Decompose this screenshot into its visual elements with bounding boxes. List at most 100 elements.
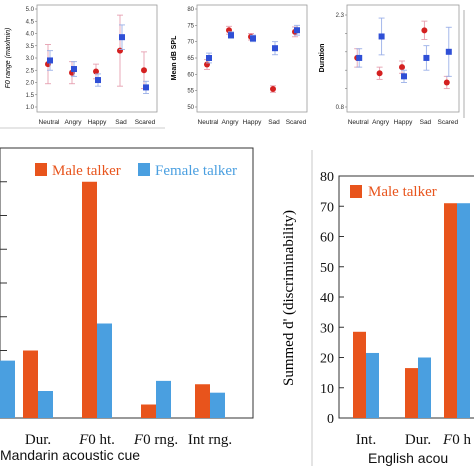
data-point-square — [378, 33, 385, 40]
x-tick-label: Int. — [356, 432, 376, 448]
y-axis-label: Duration — [319, 44, 326, 73]
x-tick-label: Dur. — [405, 432, 431, 448]
bar — [195, 384, 210, 418]
y-tick-label: 65 — [187, 56, 194, 62]
x-tick-label: Sad — [420, 119, 432, 126]
bar — [444, 203, 457, 418]
x-tick-label: Angry — [65, 119, 83, 126]
data-point-circle — [270, 86, 276, 93]
legend-label-male: Male talker — [368, 184, 437, 200]
y-tick-label: 4.5 — [26, 19, 35, 25]
bar — [0, 360, 15, 418]
top-chart-f0-range: F0 range (maxlmin) 1.0 1.5 2.0 2.5 3.0 3.5 4.0… — [5, 4, 158, 126]
y-tick-label: 60 — [320, 231, 334, 246]
data-point-circle — [421, 27, 428, 34]
x-axis-label: Mandarin acoustic cue — [0, 447, 140, 463]
x-tick-label: Angry — [372, 119, 390, 126]
top-chart-duration: Duration 0.8 2.3 Neutral Angry Happy Sad Scar… — [319, 4, 460, 126]
legend-swatch-female — [138, 163, 150, 176]
x-tick-label: Neutral — [39, 119, 61, 126]
bottom-left-bar-chart: Dur. F0 ht. F0 rng. Int rng. Male talker Fe… — [0, 147, 254, 463]
bar — [23, 350, 38, 418]
y-tick-label: 2.5 — [26, 68, 35, 74]
data-point-circle — [376, 70, 383, 77]
legend-label-female: Female talker — [155, 163, 237, 179]
data-point-square — [119, 34, 125, 41]
y-tick-label: 2.3 — [336, 13, 345, 19]
legend-label-male: Male talker — [52, 163, 121, 179]
y-tick-label: 60 — [187, 72, 194, 78]
data-point-square — [294, 27, 300, 34]
y-tick-label: 5.0 — [26, 7, 35, 13]
plot-frame — [196, 4, 308, 113]
y-axis-label: Mean dB SPL — [171, 35, 178, 80]
plot-frame — [36, 4, 158, 113]
x-tick-label: Angry — [222, 119, 240, 126]
data-point-circle — [93, 68, 99, 75]
y-tick-label: 1.0 — [26, 105, 35, 111]
x-tick-label: Sad — [115, 119, 127, 126]
y-tick-label: 3.0 — [26, 56, 35, 62]
bar — [418, 357, 431, 418]
bar — [405, 368, 418, 418]
x-tick-label: F0 ht. — [78, 432, 115, 448]
bar — [38, 391, 53, 418]
x-tick-label: Happy — [394, 119, 414, 126]
bar — [82, 181, 97, 418]
y-tick-label: 30 — [320, 321, 334, 336]
data-point-square — [95, 77, 101, 84]
bottom-right-bar-chart: Summed d' (discriminability) 0 10 20 30 40 50… — [281, 150, 474, 466]
x-tick-label: Dur. — [25, 432, 51, 448]
bar — [353, 331, 366, 418]
data-point-square — [401, 73, 407, 80]
legend-swatch-male — [35, 163, 47, 176]
plot-frame — [346, 4, 460, 113]
y-tick-label: 10 — [320, 382, 334, 397]
y-tick-label: 70 — [320, 200, 334, 215]
y-tick-label: 50 — [187, 105, 194, 111]
plot-frame — [0, 147, 254, 419]
data-point-circle — [443, 79, 450, 86]
x-axis-label: English acou — [368, 450, 448, 466]
data-point-square — [356, 54, 363, 61]
y-tick-label: 70 — [187, 40, 194, 46]
x-tick-label: Scared — [286, 119, 307, 126]
y-tick-label: 3.5 — [26, 44, 35, 50]
y-tick-label: 2.0 — [26, 81, 35, 87]
y-tick-label: 4.0 — [26, 32, 35, 38]
y-tick-label: 20 — [320, 352, 334, 367]
x-tick-label: F0 h — [442, 432, 471, 448]
data-point-square — [250, 35, 256, 42]
data-point-square — [47, 57, 53, 64]
y-tick-label: 40 — [320, 291, 334, 306]
data-point-square — [71, 66, 77, 73]
x-tick-label: Sad — [268, 119, 280, 126]
y-tick-label: 80 — [320, 170, 334, 185]
bar — [156, 380, 171, 418]
y-tick-label: 0 — [327, 412, 334, 427]
bar — [457, 203, 470, 418]
data-point-square — [228, 32, 234, 39]
data-point-circle — [399, 64, 405, 71]
x-tick-label: Int rng. — [188, 432, 232, 448]
data-point-square — [143, 84, 149, 91]
y-tick-label: 1.5 — [26, 93, 35, 99]
x-tick-label: Scared — [437, 119, 458, 126]
y-tick-label: 50 — [320, 261, 334, 276]
bar — [141, 404, 156, 418]
data-point-square — [206, 55, 212, 61]
x-tick-label: Happy — [243, 119, 263, 126]
x-tick-label: Neutral — [348, 119, 370, 126]
legend-swatch-male — [350, 185, 362, 198]
y-tick-label: 55 — [187, 89, 194, 95]
data-point-square — [445, 48, 452, 55]
bar — [366, 352, 379, 418]
data-point-square — [423, 54, 430, 61]
x-tick-label: Happy — [88, 119, 108, 126]
x-tick-label: F0 rng. — [133, 432, 178, 448]
data-point-square — [272, 45, 278, 52]
x-tick-label: Neutral — [198, 119, 220, 126]
y-axis-label: F0 range (maxlmin) — [5, 28, 12, 89]
bar — [210, 392, 225, 418]
